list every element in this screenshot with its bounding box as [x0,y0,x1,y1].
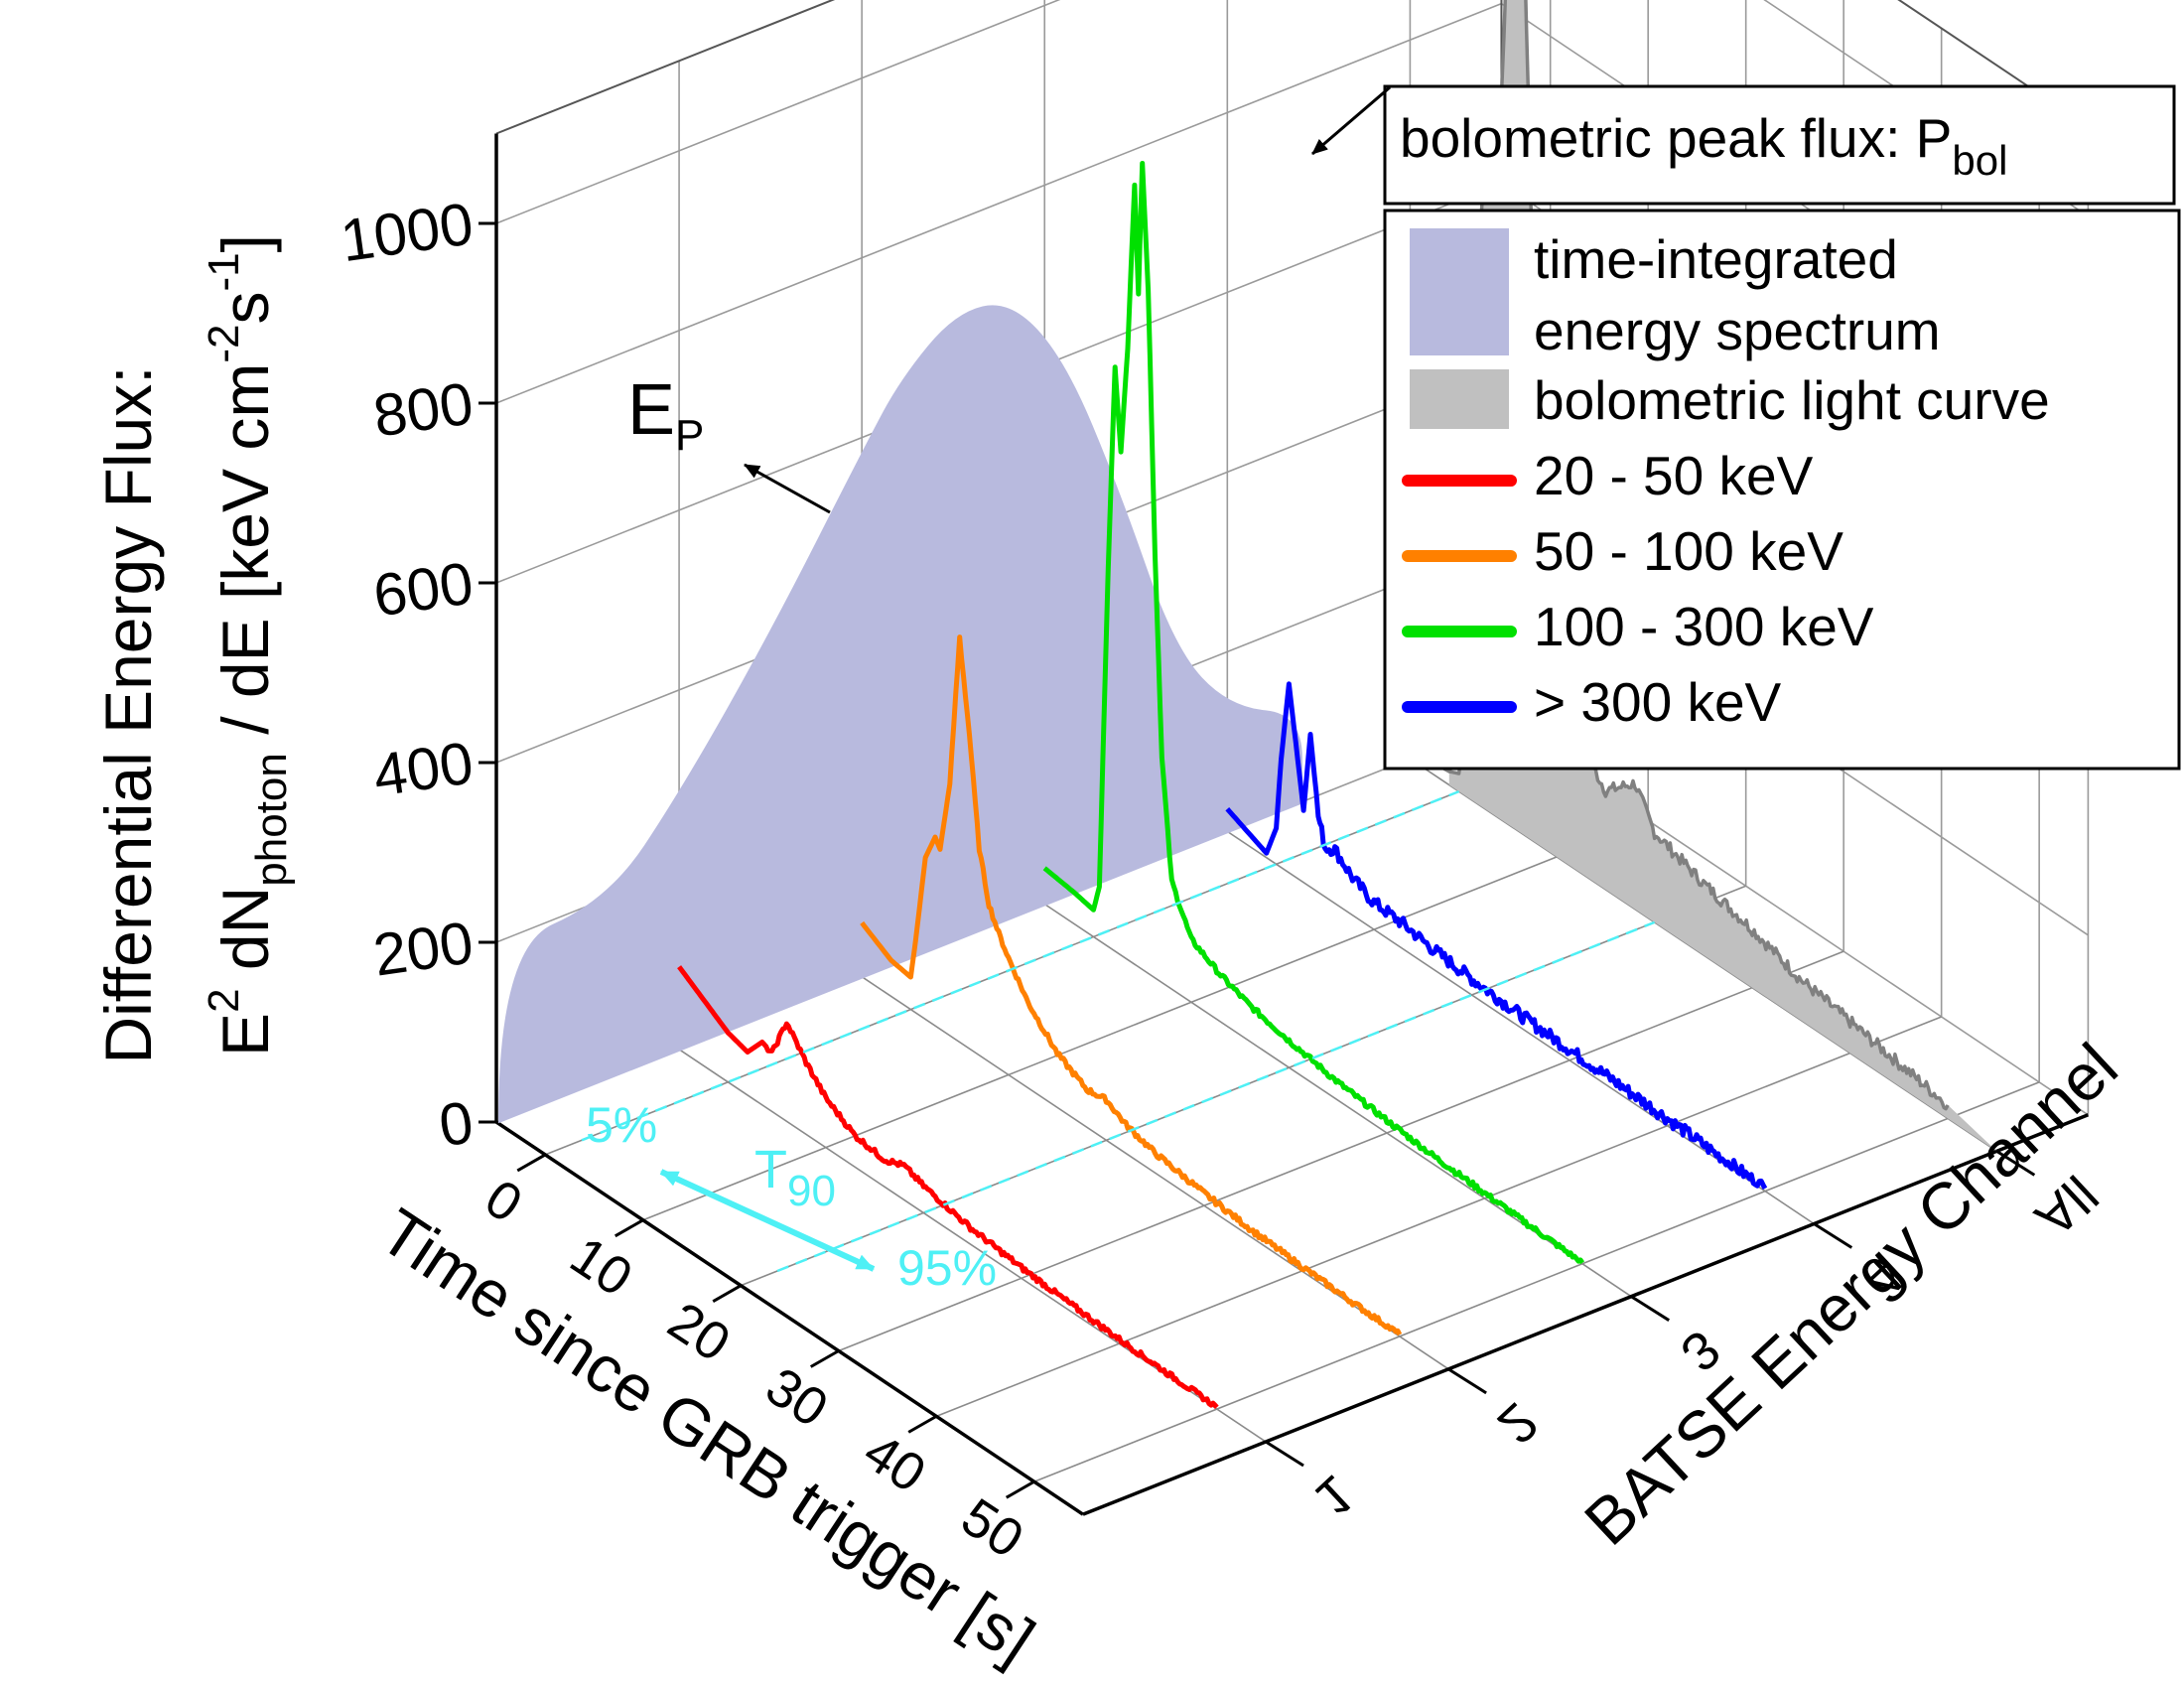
peak-flux-text: bolometric peak flux: Pbol [1400,107,2007,184]
backwall-hgrid [495,2,1502,404]
light-curve-ch4 [1225,681,1768,1191]
channel-tick-label: All [2024,1164,2109,1248]
legend-label: 20 - 50 keV [1534,445,1814,506]
z-tick-label: 1000 [337,190,478,274]
x-tick [614,1218,644,1238]
peak-flux-box: bolometric peak flux: Pbol [1311,84,2176,206]
floor-xgrid [838,950,1844,1352]
legend-swatch [1410,369,1509,429]
z-tick-label: 0 [435,1088,477,1159]
floor-xgrid [1033,1081,2040,1482]
legend-swatch [1410,228,1509,355]
channel-tick [1447,1367,1487,1395]
x-tick [516,1153,546,1173]
ep-label: EP [627,370,704,460]
light-curves [677,0,1997,1409]
top-edge [495,0,836,135]
x-tick-label: 50 [951,1487,1033,1570]
channel-tick-label: 1 [1303,1465,1366,1528]
legend-label: energy spectrum [1534,300,1941,361]
p95-label: 95% [897,1240,997,1296]
legend-label: > 300 keV [1534,671,1782,733]
z-tick-label: 600 [369,549,477,629]
z-axis-title: Differential Energy Flux: E2 dNphoton / … [91,234,296,1063]
axes [478,133,2090,1516]
x-tick-label: 0 [475,1169,532,1235]
x-tick [712,1284,742,1303]
peak-flux-frame [1383,84,2176,206]
legend-label: 100 - 300 keV [1534,596,1874,657]
top-edge [1897,0,2089,128]
x-tick-label: 10 [560,1225,642,1308]
channel-tick [1630,1295,1671,1322]
spectrum-area [498,305,1302,1124]
legend: time-integrated energy spectrum bolometric… [1383,209,2181,771]
legend-label: 50 - 100 keV [1534,520,1843,582]
legend-label: bolometric light curve [1534,369,2050,431]
light-curve-ch1 [677,965,1219,1409]
x-tick [907,1415,937,1434]
z-axis-title-line1: Differential Energy Flux: [91,365,165,1063]
backwall-hgrid [495,0,1061,224]
t90-label: T90 [754,1140,836,1215]
spectrum-layer [498,305,1302,1124]
z-axis-title-line2: E2 dNphoton / dE [keV cm-2s-1] [200,234,296,1056]
t90-arrow [659,1169,876,1272]
x-tick [1005,1479,1035,1499]
z-tick-label: 800 [369,369,477,449]
legend-label: time-integrated [1534,228,1898,290]
channel-tick [1813,1222,1853,1249]
channel-tick [1265,1440,1304,1468]
floor-xgrid [642,819,1649,1221]
bolometric-fill [1448,0,1997,1152]
ep-annotation: EP [627,370,831,514]
z-tick-label: 400 [369,729,477,808]
x-tick-label: 20 [658,1291,741,1373]
floor-cgrid [1226,830,1815,1225]
t90-annotation: 5% 95% T90 [586,1097,997,1296]
floor-xgrid [935,1016,1942,1418]
x-tick [809,1349,840,1368]
y-axis-line [1082,1113,2090,1516]
x-tick-label: 30 [755,1356,838,1439]
peak-flux-arrow [1311,85,1391,156]
light-curve-ch2 [860,634,1403,1336]
channel-tick-label: 2 [1486,1391,1549,1455]
x-tick-label: 40 [854,1422,936,1504]
ep-arrow [744,463,831,514]
z-tick-label: 200 [369,909,477,988]
channel-tick [1995,1150,2036,1177]
legend-frame [1383,209,2181,771]
p5-label: 5% [586,1097,657,1153]
light-curve-ch3 [1042,161,1585,1265]
x-axis-line [495,1120,1084,1516]
